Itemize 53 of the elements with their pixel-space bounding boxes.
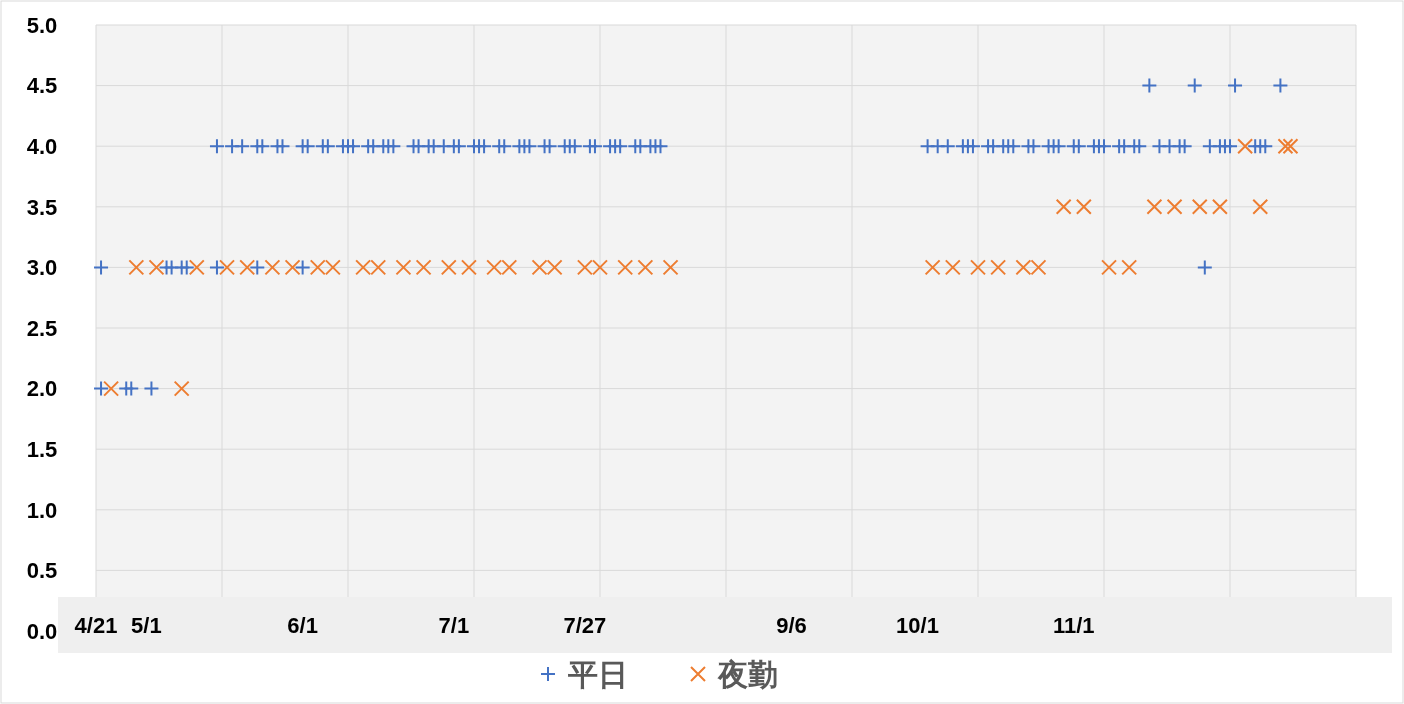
y-tick-label: 4.5: [26, 73, 58, 99]
point: [188, 259, 205, 276]
y-tick-label: 0.5: [26, 558, 58, 584]
point: [1121, 259, 1138, 276]
point: [440, 259, 457, 276]
legend-label: 平日: [567, 656, 628, 692]
y-tick-label: 2.5: [26, 315, 58, 341]
x-tick-label: 7/27: [563, 613, 607, 638]
x-tick-label: 7/1: [438, 613, 470, 638]
x-tick-label: 9/6: [776, 613, 807, 638]
point: [1282, 138, 1299, 155]
y-tick-label: 2.0: [26, 376, 58, 402]
x-tick-label: 4/21: [74, 613, 118, 638]
point: [460, 259, 477, 276]
y-tick-label: 3.0: [26, 255, 58, 281]
point: [219, 259, 236, 276]
point: [637, 259, 654, 276]
point: [103, 380, 120, 397]
point: [1211, 198, 1228, 215]
point: [128, 259, 145, 276]
point: [924, 259, 941, 276]
x-tick-label: 11/1: [1052, 613, 1095, 638]
point: [239, 259, 256, 276]
point: [1277, 138, 1294, 155]
x-tick-label: 10/1: [896, 613, 939, 638]
point: [617, 259, 634, 276]
y-tick-label: 1.5: [26, 436, 58, 462]
point: [1166, 198, 1183, 215]
point: [284, 259, 301, 276]
point: [264, 259, 281, 276]
point: [1101, 259, 1118, 276]
x-tick-label: 5/1: [131, 613, 162, 638]
legend-label: 夜勤: [717, 656, 778, 692]
point: [970, 259, 986, 276]
y-tick-label: 4.0: [26, 133, 58, 159]
y-tick-label: 0.0: [26, 618, 58, 644]
point: [1055, 198, 1072, 215]
point: [1075, 198, 1092, 215]
point: [415, 259, 432, 276]
point: [990, 259, 1007, 276]
point: [662, 259, 679, 276]
point: [1191, 198, 1208, 215]
point: [173, 380, 190, 397]
point: [944, 259, 961, 276]
point: [1237, 138, 1254, 155]
y-tick-label: 1.0: [26, 497, 58, 523]
x-tick-label: 6/1: [287, 613, 318, 638]
y-tick-label: 5.0: [26, 12, 58, 38]
point: [1252, 198, 1269, 215]
point: [1146, 198, 1163, 215]
point: [395, 259, 412, 276]
y-tick-label: 3.5: [26, 194, 58, 220]
point: [148, 259, 165, 276]
